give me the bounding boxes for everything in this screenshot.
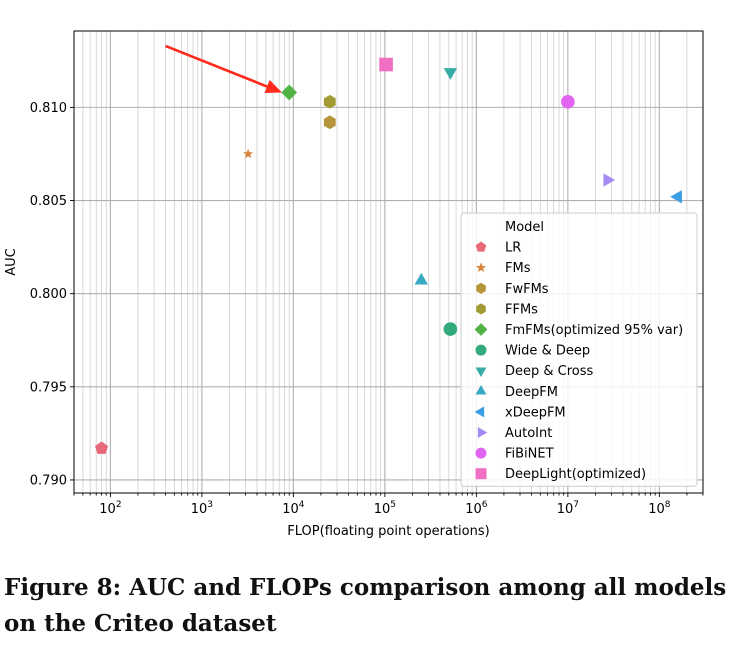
x-tick-label: 102	[99, 500, 121, 517]
legend-label-deeplight-optimized: DeepLight(optimized)	[505, 467, 646, 482]
legend-label-wide-deep: Wide & Deep	[505, 344, 590, 359]
legend-label-fwfms: FwFMs	[505, 282, 549, 297]
legend-label-xdeepfm: xDeepFM	[505, 405, 566, 420]
legend-marker-wide-deep	[475, 344, 487, 356]
legend-marker-fwfms	[476, 282, 486, 294]
legend-label-deep-cross: Deep & Cross	[505, 364, 594, 379]
legend-label-fms: FMs	[505, 261, 531, 276]
scatter-chart: 0.790 0.795 0.800 0.805 0.810 102 103 104 105 106…	[4, 30, 704, 539]
data-point-deeplight-optimized	[379, 57, 393, 72]
chart-container: 0.790 0.795 0.800 0.805 0.810 102 103 104 105 106…	[4, 30, 704, 539]
data-point-deepfm	[414, 272, 428, 285]
legend-label-deepfm: DeepFM	[505, 385, 558, 400]
data-point-fwfms	[323, 115, 336, 130]
legend-marker-deeplight-optimized	[475, 468, 487, 480]
legend-label-autoint: AutoInt	[505, 426, 552, 441]
data-point-deep-cross	[443, 68, 458, 80]
legend-label-fibinet: FiBiNET	[505, 447, 554, 462]
legend-marker-deepfm	[475, 384, 487, 395]
data-point-lr	[95, 441, 109, 454]
legend-label-lr: LR	[505, 241, 521, 256]
x-tick-label: 106	[465, 500, 488, 517]
y-tick-label: 0.790	[30, 473, 67, 488]
legend-box	[460, 212, 698, 487]
figure-caption: Figure 8: AUC and FLOPs comparison among…	[4, 574, 727, 637]
data-point-ffms	[323, 94, 336, 109]
data-point-fmfms-optimized-95-var	[281, 84, 298, 101]
legend-marker-deep-cross	[475, 367, 487, 378]
y-tick-label: 0.805	[30, 194, 67, 209]
annotation-arrow-shaft	[165, 44, 268, 88]
legend-label-ffms: FFMs	[505, 302, 538, 317]
data-point-fms	[243, 148, 254, 159]
legend-marker-lr	[475, 241, 487, 252]
legend-marker-xdeepfm	[474, 406, 485, 418]
x-tick-label: 103	[191, 500, 213, 517]
data-point-autoint	[603, 173, 616, 187]
x-tick-label: 108	[648, 500, 671, 517]
legend-title: Model	[505, 220, 544, 235]
x-tick-label: 107	[557, 500, 579, 517]
x-tick-label: 105	[374, 500, 396, 517]
x-axis-label: FLOP(floating point operations)	[287, 524, 489, 539]
y-tick-label: 0.810	[30, 101, 67, 116]
data-point-wide-deep	[443, 322, 458, 336]
y-axis-label: AUC	[4, 248, 19, 276]
legend-marker-fmfms-optimized-95-var	[474, 323, 488, 336]
legend-marker-fms	[475, 262, 487, 273]
plot-area	[73, 30, 704, 494]
data-point-xdeepfm	[670, 190, 682, 204]
annotation-arrow-head	[264, 80, 282, 94]
data-point-fibinet	[561, 94, 575, 109]
legend-marker-ffms	[476, 303, 486, 315]
legend-marker-autoint	[477, 427, 488, 438]
y-tick-label: 0.795	[30, 380, 67, 395]
legend-marker-fibinet	[475, 447, 487, 459]
x-tick-label: 104	[282, 500, 305, 517]
y-tick-label: 0.800	[30, 287, 67, 302]
legend-label-fmfms-optimized-95-var: FmFMs(optimized 95% var)	[505, 323, 683, 338]
